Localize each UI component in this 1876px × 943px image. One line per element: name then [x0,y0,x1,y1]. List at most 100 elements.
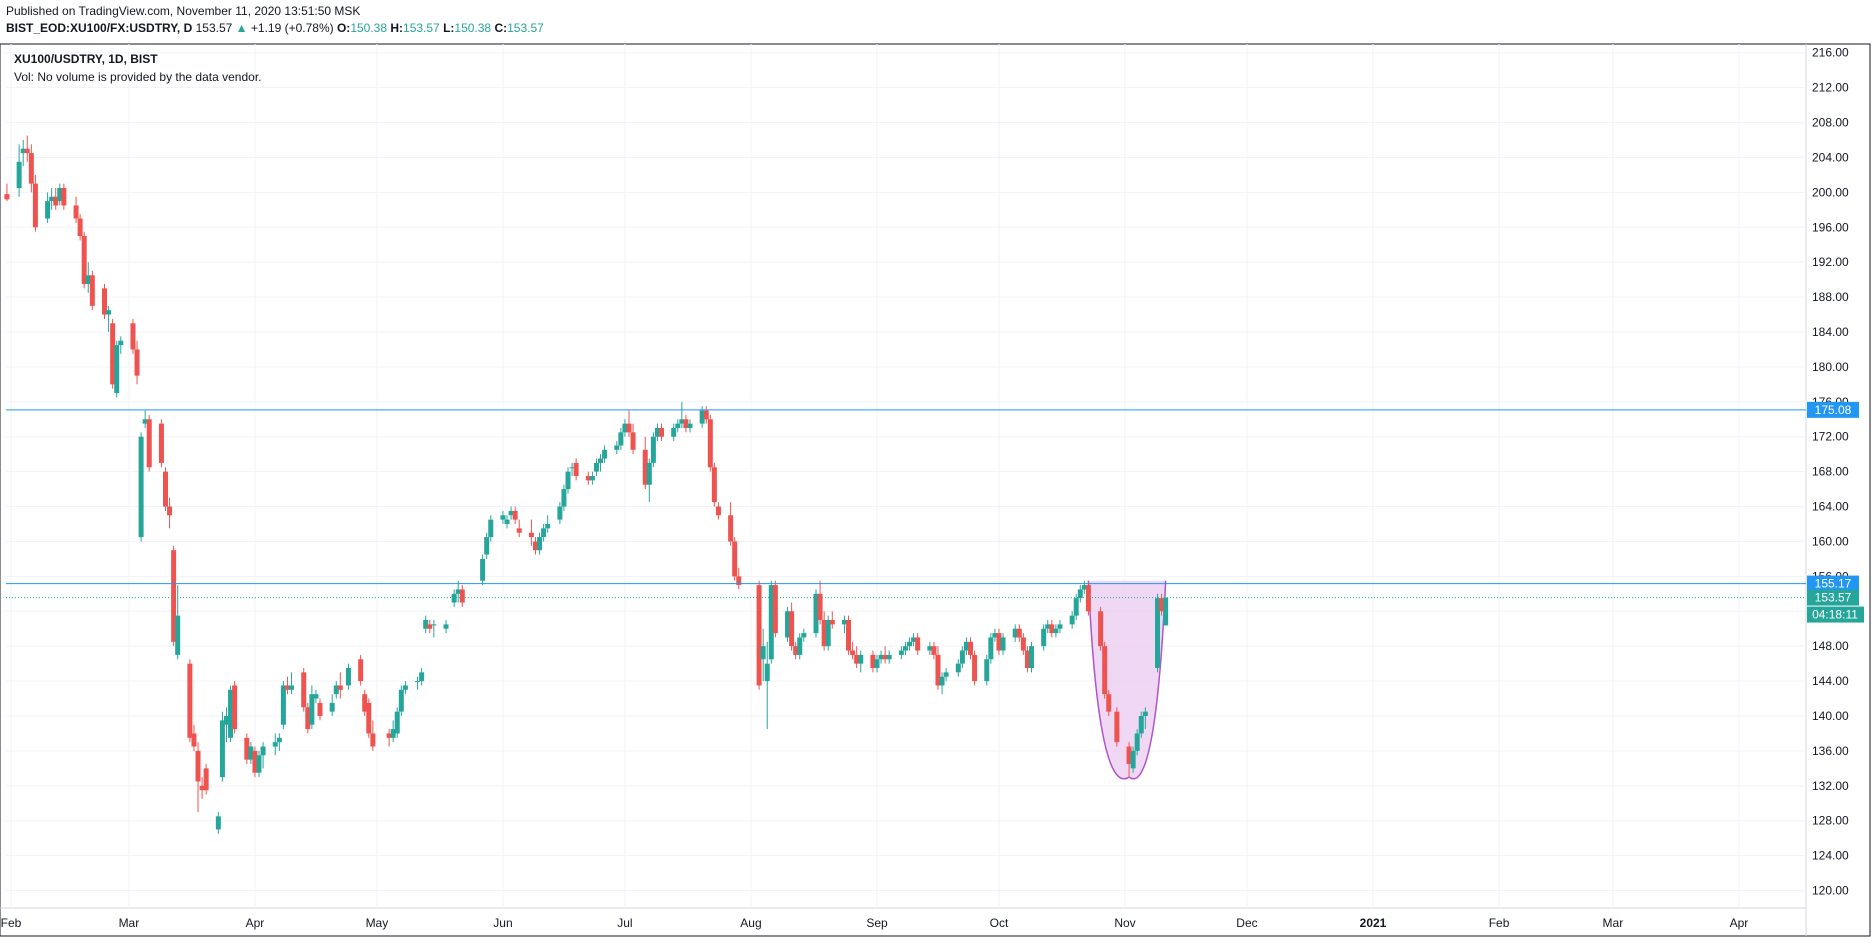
candle-body [874,659,880,668]
candle-body [45,201,51,219]
candle [683,414,689,433]
candle [162,467,168,511]
candle-body [199,785,205,791]
candle-body [390,729,396,738]
candle [215,812,221,834]
candle [53,188,59,210]
candle-body [801,633,807,638]
price-tick-label: 192.00 [1812,255,1849,269]
candle-body [459,589,465,603]
candle [1049,620,1055,638]
candle-body [793,646,799,655]
candle [142,410,148,428]
candle-body [1130,750,1136,769]
candle [24,135,30,162]
candle-body [703,410,709,420]
candle-body [85,275,91,284]
candle-body [402,685,408,690]
candle-body [561,489,567,507]
candle-body [1069,615,1075,625]
candle-body [256,755,262,773]
candle [984,654,990,686]
candle [390,720,396,743]
time-tick-label: Dec [1236,916,1257,930]
candle [191,724,197,751]
horizontal-line-price-label: 155.17 [1815,577,1852,591]
candle-body [764,663,770,682]
candle [1069,611,1075,629]
open-label: O: [336,21,351,35]
high-label: H: [390,21,404,35]
change-arrow-icon: ▲ [235,21,248,35]
candle [484,532,490,559]
candle-body [984,659,990,682]
candle [1126,742,1132,778]
candle [146,414,152,472]
candle-body [626,423,632,433]
candle-body [886,654,892,660]
candle [846,615,852,655]
candle-body [333,685,339,695]
candle [516,519,522,538]
candle-body [858,654,864,664]
arc-shape-outline [1087,580,1167,780]
candle-body [528,532,534,538]
candle [817,580,823,625]
candle [569,462,575,476]
horizontal-line-price-label: 175.08 [1815,403,1852,417]
candle-body [228,689,234,738]
candle [370,720,376,751]
candle-body [1114,711,1120,743]
candle-body [996,633,1002,651]
candle [167,497,173,529]
candle [232,681,238,734]
candle [626,410,632,437]
time-tick-label: May [366,916,389,930]
candle [715,502,721,520]
candle [16,144,22,197]
candle-body [968,641,974,655]
candle [528,519,534,546]
candle [907,637,913,651]
candle-body [317,702,323,716]
candle-body [1053,628,1059,634]
candle [252,746,258,778]
candle-body [455,589,461,594]
candle-body [756,585,762,686]
candle [585,471,591,485]
candle [20,140,26,167]
low-value: 150.38 [454,21,492,35]
candle [260,742,266,769]
candle [902,641,908,655]
candle [423,615,429,634]
candle-body [49,196,55,202]
candle [1073,593,1079,620]
candle [276,733,282,751]
candle-body [106,310,112,315]
candle-body [671,428,677,437]
candle [488,515,494,542]
candle [988,633,994,664]
candle-body [508,510,514,516]
price-tick-label: 212.00 [1812,81,1849,95]
candle [1134,729,1140,756]
candle-body [118,340,124,346]
candle [959,646,965,668]
candle-body [829,620,835,625]
candle-body [683,419,689,428]
symbol-label: BIST_EOD:XU100/FX:USDTRY, D [6,21,193,35]
candle [963,637,969,655]
candle-body [1102,646,1108,695]
candle [732,537,738,581]
candle [329,694,335,716]
candle-body [329,702,335,712]
candle [858,650,864,673]
price-tick-label: 160.00 [1812,534,1849,548]
candle [57,183,63,206]
symbol-ohlc-header: BIST_EOD:XU100/FX:USDTRY, D 153.57 ▲ +1.… [6,21,544,35]
price-tick-label: 180.00 [1812,360,1849,374]
price-tick-label: 148.00 [1812,639,1849,653]
candle [943,668,949,682]
candle [81,231,87,289]
